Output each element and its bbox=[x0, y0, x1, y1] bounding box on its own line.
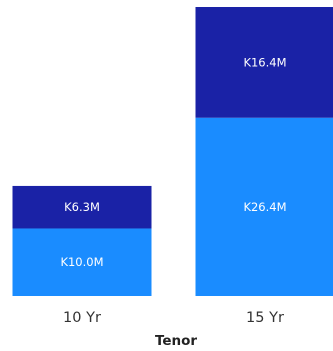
bars-layer bbox=[12, 7, 333, 297]
x-tick-label-15-yr: 15 Yr bbox=[246, 310, 284, 326]
data-label-15-yr-series-2: K16.4M bbox=[243, 55, 286, 69]
bar-segment-15-yr-series-1[interactable] bbox=[195, 117, 333, 297]
bar-segment-10-yr-series-1[interactable] bbox=[12, 228, 152, 296]
bar-segment-15-yr-series-2[interactable] bbox=[195, 7, 333, 118]
data-labels-layer: K10.0M K6.3M K26.4M K16.4M bbox=[60, 55, 286, 269]
data-label-10-yr-series-1: K10.0M bbox=[60, 255, 103, 269]
x-tick-labels-layer: 10 Yr 15 Yr bbox=[63, 310, 284, 326]
bar-segment-10-yr-series-2[interactable] bbox=[12, 185, 152, 229]
x-tick-label-10-yr: 10 Yr bbox=[63, 310, 101, 326]
data-label-15-yr-series-1: K26.4M bbox=[243, 200, 286, 214]
data-label-10-yr-series-2: K6.3M bbox=[64, 200, 100, 214]
x-axis-title: Tenor bbox=[155, 333, 197, 349]
